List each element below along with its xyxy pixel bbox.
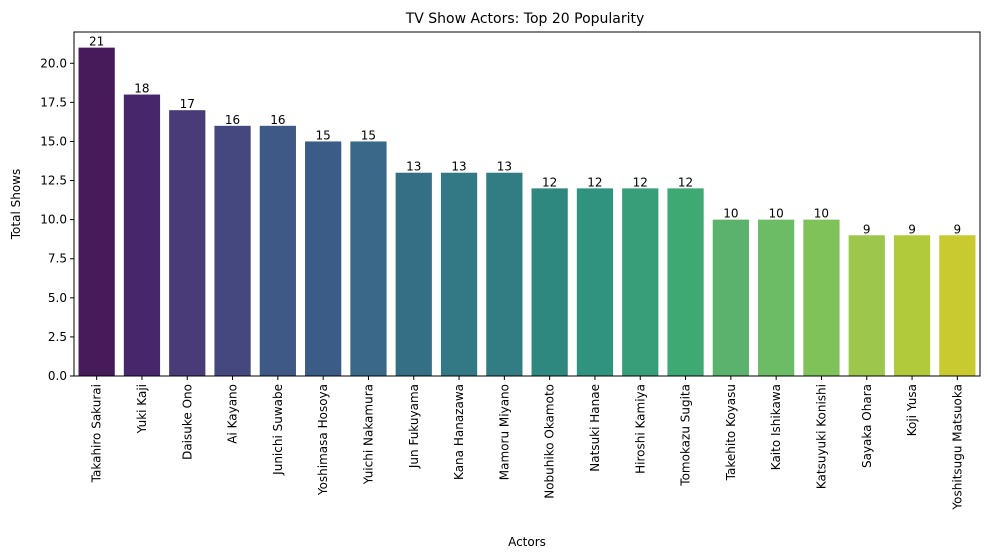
x-tick-label: Jun Fukuyama	[407, 384, 421, 469]
plot-frame	[73, 31, 981, 377]
data-label: 16	[225, 113, 240, 127]
bar	[758, 219, 795, 376]
bar	[395, 172, 432, 376]
data-label: 13	[451, 160, 466, 174]
x-tick-label: Yoshimasa Hosoya	[316, 384, 330, 496]
x-tick-label: Natsuki Hanae	[588, 384, 602, 472]
data-label: 12	[542, 175, 557, 189]
x-tick-label: Junichi Suwabe	[271, 384, 285, 476]
bar	[939, 235, 976, 376]
x-tick-label: Kana Hanazawa	[452, 384, 466, 480]
chart-title: TV Show Actors: Top 20 Popularity	[405, 11, 645, 27]
y-tick-label: 17.5	[40, 95, 67, 109]
data-label: 9	[908, 222, 916, 236]
data-label: 10	[814, 207, 829, 221]
bar	[350, 141, 387, 376]
data-label: 9	[863, 222, 871, 236]
x-tick-label: Mamoru Miyano	[497, 384, 511, 480]
x-tick-label: Katsuyuki Konishi	[814, 384, 828, 489]
y-axis-title: Total Shows	[9, 169, 23, 240]
x-tick-label: Ai Kayano	[226, 384, 240, 444]
y-tick-label: 15.0	[40, 134, 67, 148]
bar	[486, 172, 523, 376]
y-tick-label: 0.0	[48, 369, 67, 383]
bar	[712, 219, 749, 376]
data-labels-group: 21 18 17 16 16 15 15 13 13 13 12 12 12 12 10 10 10 9 9 9	[89, 35, 961, 237]
x-tick-label: Nobuhiko Okamoto	[543, 384, 557, 499]
x-tick-label: Kaito Ishikawa	[769, 384, 783, 470]
y-tick-label: 2.5	[48, 330, 67, 344]
bar	[123, 94, 161, 376]
data-label: 10	[769, 207, 784, 221]
bar	[305, 141, 342, 376]
x-tick-label: Tomokazu Sugita	[679, 384, 693, 487]
data-label: 21	[89, 35, 104, 49]
y-axis: 0.0 2.5 5.0 7.5 10.0 12.5 15.0 17.5 20.0	[40, 56, 74, 383]
x-axis: Takahiro Sakurai Yuki Kaji Daisuke Ono Ai K…	[90, 376, 964, 511]
data-label: 13	[406, 160, 421, 174]
data-label: 18	[134, 82, 149, 96]
data-label: 16	[270, 113, 285, 127]
bar	[78, 47, 115, 377]
x-tick-label: Yoshitsugu Matsuoka	[950, 384, 964, 511]
data-label: 9	[954, 222, 962, 236]
bar	[893, 235, 931, 376]
x-tick-label: Takehito Koyasu	[724, 384, 738, 481]
x-tick-label: Hiroshi Kamiya	[633, 384, 647, 474]
bar	[622, 188, 659, 376]
data-label: 15	[316, 128, 331, 142]
bar	[169, 110, 206, 376]
bar	[848, 235, 885, 376]
bars-group	[78, 47, 976, 377]
bar	[803, 219, 840, 376]
bar	[576, 188, 614, 376]
bar	[214, 125, 251, 377]
data-label: 12	[587, 175, 602, 189]
data-label: 12	[678, 175, 693, 189]
x-tick-label: Sayaka Ohara	[860, 384, 874, 468]
y-tick-label: 10.0	[40, 213, 67, 227]
x-axis-title: Actors	[508, 535, 546, 549]
x-tick-label: Takahiro Sakurai	[90, 384, 104, 483]
x-tick-label: Yuichi Nakamura	[361, 384, 375, 485]
bar	[531, 188, 568, 376]
y-tick-label: 12.5	[40, 174, 67, 188]
bar	[440, 172, 478, 376]
y-tick-label: 20.0	[40, 56, 67, 70]
data-label: 10	[723, 207, 738, 221]
data-label: 17	[180, 97, 195, 111]
bar	[259, 125, 296, 377]
y-tick-label: 7.5	[48, 252, 67, 266]
x-tick-label: Koji Yusa	[905, 384, 919, 436]
data-label: 13	[497, 160, 512, 174]
x-tick-label: Daisuke Ono	[180, 384, 194, 460]
data-label: 12	[633, 175, 648, 189]
bar	[667, 188, 704, 376]
data-label: 15	[361, 128, 376, 142]
y-tick-label: 5.0	[48, 291, 67, 305]
x-tick-label: Yuki Kaji	[135, 384, 149, 434]
